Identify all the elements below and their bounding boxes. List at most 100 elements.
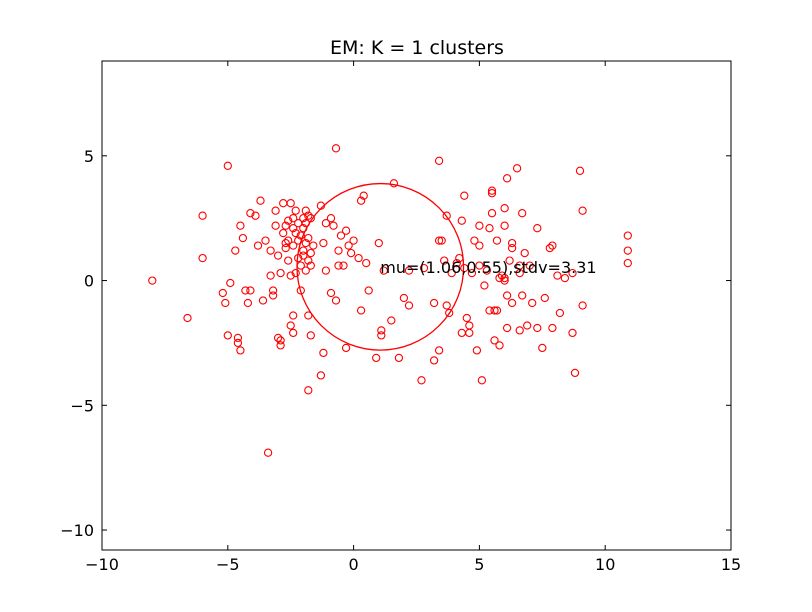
data-point-119 <box>429 356 439 365</box>
data-point-168 <box>507 238 517 248</box>
data-point-25 <box>266 271 275 280</box>
data-point-85 <box>326 288 336 298</box>
data-point-80 <box>316 371 326 380</box>
data-point-151 <box>487 209 497 218</box>
data-point-159 <box>500 273 509 283</box>
data-point-11 <box>233 338 243 348</box>
data-point-54 <box>291 228 300 238</box>
data-point-44 <box>286 271 295 280</box>
x-tick-label-1: −5 <box>216 555 240 574</box>
data-point-30 <box>271 221 280 230</box>
data-point-1 <box>183 313 192 323</box>
data-point-33 <box>276 268 285 278</box>
y-tick-label-3: 5 <box>84 147 94 166</box>
data-point-15 <box>241 286 250 295</box>
data-point-162 <box>500 276 509 285</box>
data-point-82 <box>319 238 328 248</box>
data-point-178 <box>525 261 534 270</box>
data-point-118 <box>429 298 439 308</box>
data-point-196 <box>623 258 632 268</box>
data-point-64 <box>299 251 308 260</box>
data-point-132 <box>457 216 466 225</box>
data-point-183 <box>540 293 549 303</box>
data-point-77 <box>306 331 315 340</box>
data-point-175 <box>518 209 527 218</box>
data-point-134 <box>460 263 469 273</box>
data-point-155 <box>492 306 502 315</box>
data-point-42 <box>284 256 293 265</box>
data-point-43 <box>284 216 293 225</box>
x-tick-label-2: 0 <box>349 555 359 574</box>
data-point-3 <box>198 211 207 220</box>
data-point-26 <box>266 246 275 255</box>
data-point-114 <box>404 266 414 275</box>
data-point-174 <box>518 291 527 300</box>
data-point-101 <box>356 196 366 205</box>
data-point-17 <box>246 209 255 218</box>
data-point-75 <box>306 261 315 270</box>
data-point-166 <box>505 256 514 265</box>
data-point-129 <box>452 258 461 268</box>
data-point-14 <box>236 221 245 230</box>
data-point-27 <box>268 291 278 300</box>
data-point-150 <box>487 189 497 198</box>
data-point-193 <box>575 166 585 175</box>
data-point-105 <box>372 353 381 363</box>
data-point-70 <box>304 233 313 243</box>
data-point-38 <box>281 238 290 248</box>
data-point-7 <box>223 331 232 340</box>
data-point-59 <box>296 286 305 295</box>
data-point-153 <box>490 306 499 315</box>
data-point-36 <box>279 199 288 208</box>
data-point-157 <box>495 341 504 350</box>
data-point-20 <box>253 241 263 250</box>
data-point-165 <box>502 174 512 183</box>
data-point-83 <box>321 266 331 275</box>
data-point-46 <box>286 321 295 330</box>
data-point-73 <box>304 386 313 395</box>
data-point-143 <box>475 241 484 250</box>
data-point-39 <box>281 221 290 230</box>
data-point-123 <box>434 346 444 355</box>
data-point-108 <box>377 331 386 340</box>
data-point-6 <box>223 161 232 170</box>
data-point-133 <box>460 191 469 200</box>
data-point-169 <box>507 298 517 308</box>
data-point-125 <box>442 301 451 310</box>
data-point-184 <box>545 243 554 253</box>
data-point-139 <box>470 236 479 245</box>
data-point-160 <box>500 221 509 230</box>
data-point-12 <box>236 346 245 355</box>
data-point-84 <box>321 219 331 228</box>
data-point-137 <box>465 321 474 330</box>
data-point-192 <box>570 368 580 378</box>
data-point-99 <box>354 253 363 263</box>
data-point-179 <box>528 298 537 308</box>
data-point-149 <box>487 186 497 195</box>
data-point-136 <box>465 328 474 338</box>
data-point-124 <box>440 256 449 265</box>
data-point-51 <box>289 224 298 233</box>
data-point-177 <box>523 321 532 330</box>
axis-ticks: −10 −5 0 5 10 15 −10 −5 0 5 <box>60 61 741 574</box>
data-point-53 <box>291 268 300 278</box>
data-point-5 <box>221 298 230 308</box>
data-point-74 <box>306 248 315 258</box>
data-point-8 <box>226 278 235 288</box>
data-point-35 <box>276 336 285 345</box>
data-point-86 <box>326 214 336 223</box>
data-point-103 <box>362 258 371 268</box>
data-point-95 <box>341 226 351 235</box>
data-point-167 <box>507 243 517 253</box>
data-point-107 <box>377 326 386 335</box>
std-deviation-circle <box>296 182 465 351</box>
data-point-182 <box>538 343 547 353</box>
data-point-78 <box>309 241 318 250</box>
data-point-92 <box>336 231 346 240</box>
data-point-164 <box>502 323 512 333</box>
data-point-198 <box>623 231 632 240</box>
data-point-61 <box>299 246 308 255</box>
data-point-191 <box>568 328 577 338</box>
data-point-152 <box>490 336 499 345</box>
data-point-19 <box>251 211 260 220</box>
